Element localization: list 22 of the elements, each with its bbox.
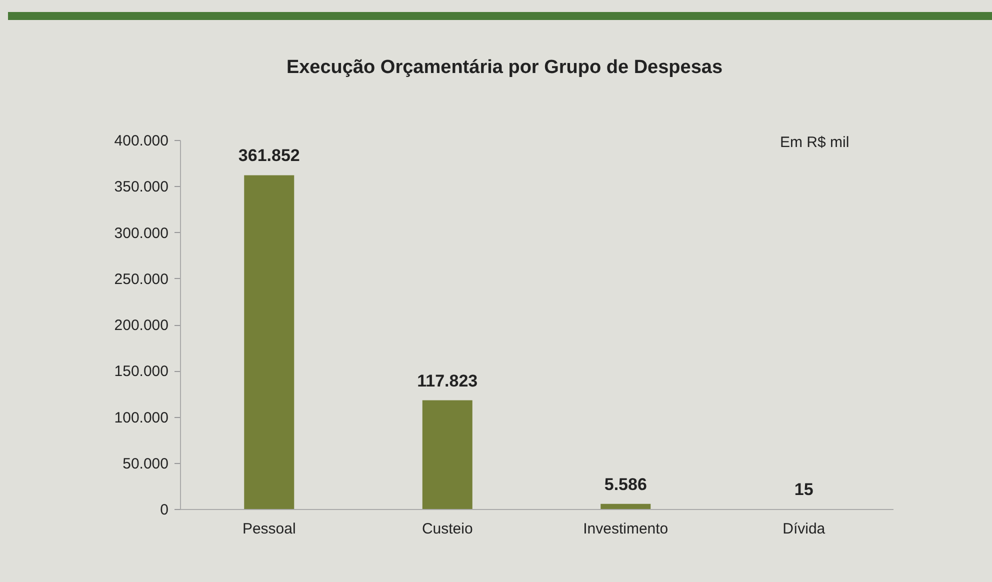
y-tick-label: 0 [160, 502, 168, 518]
data-label: 117.823 [417, 371, 478, 390]
data-label: 361.852 [238, 146, 300, 166]
bar [422, 400, 472, 509]
y-tick-label: 150.000 [114, 363, 168, 380]
y-tick-label: 100.000 [114, 409, 168, 426]
x-tick-label: Dívida [782, 520, 826, 538]
y-tick-label: 200.000 [114, 317, 168, 334]
y-tick-label: 400.000 [114, 132, 168, 150]
x-tick-label: Investimento [583, 520, 668, 538]
x-tick-label: Pessoal [242, 520, 296, 538]
annotation: Em R$ mil [780, 134, 850, 151]
y-tick-label: 50.000 [122, 455, 168, 472]
bar [244, 175, 294, 509]
chart-title: Execução Orçamentária por Grupo de Despesas [286, 57, 723, 78]
y-tick-label: 350.000 [114, 178, 168, 196]
y-tick-label: 300.000 [114, 224, 168, 242]
data-label: 5.586 [604, 474, 647, 494]
x-tick-label: Custeio [422, 520, 473, 538]
bar [600, 504, 651, 509]
data-label: 15 [794, 480, 814, 499]
y-tick-label: 250.000 [114, 270, 168, 288]
